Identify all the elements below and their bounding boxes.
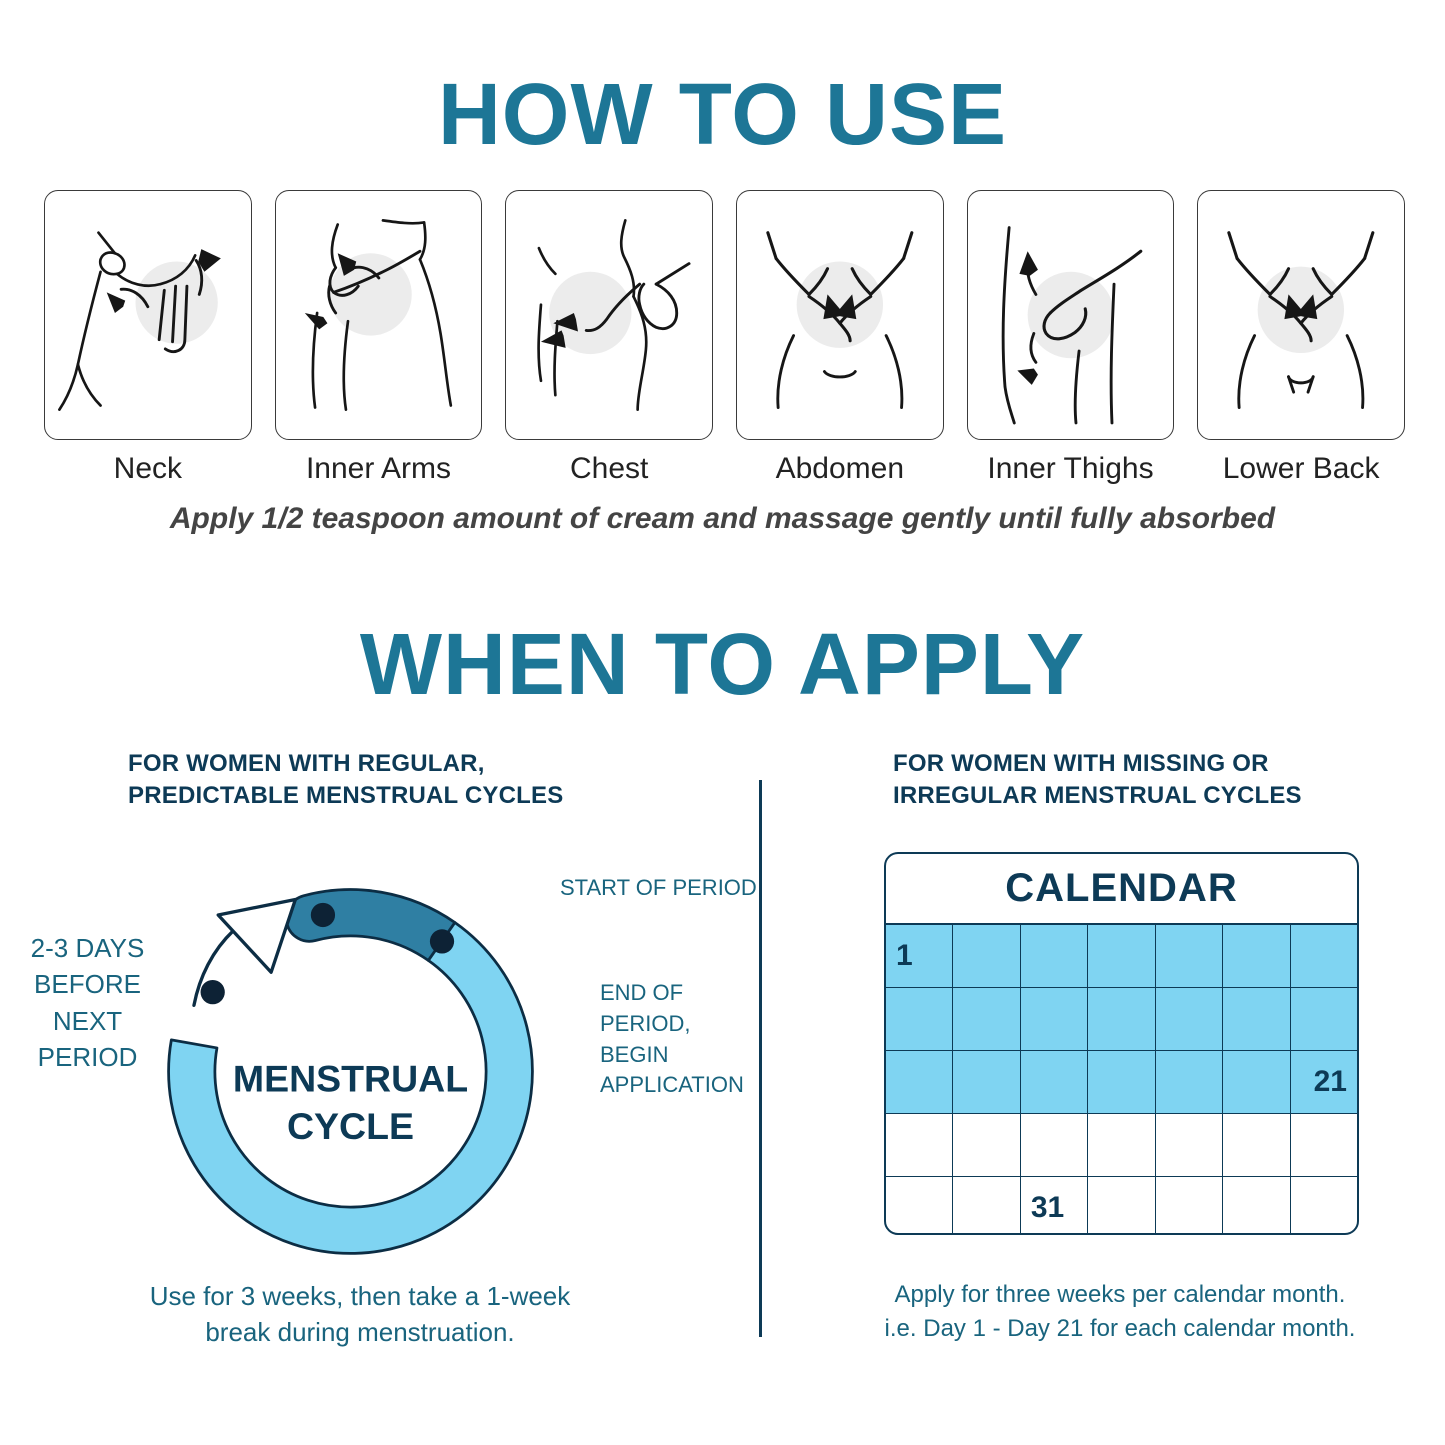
svg-text:CYCLE: CYCLE [287,1105,414,1147]
svg-text:MENSTRUAL: MENSTRUAL [233,1057,468,1099]
